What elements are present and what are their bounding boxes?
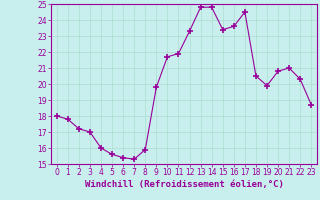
X-axis label: Windchill (Refroidissement éolien,°C): Windchill (Refroidissement éolien,°C) bbox=[84, 180, 284, 189]
